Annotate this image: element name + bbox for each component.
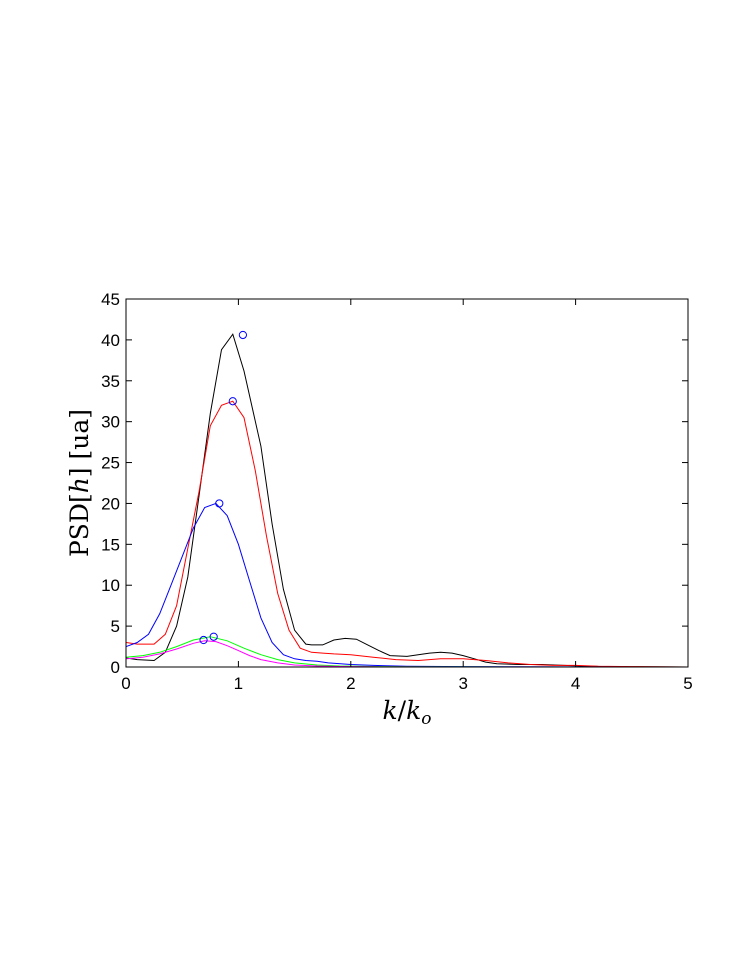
peak-marker-3 xyxy=(215,499,224,508)
series-line-3 xyxy=(125,502,689,668)
x-tick-label: 5 xyxy=(683,674,692,693)
x-axis-title: k/ko xyxy=(383,696,432,729)
y-tick-label: 0 xyxy=(111,658,120,677)
x-tick-label: 0 xyxy=(121,674,130,693)
plot-frame xyxy=(125,298,689,668)
y-tick-label: 20 xyxy=(101,494,120,513)
series-line-1 xyxy=(125,333,689,668)
series-line-2 xyxy=(125,400,689,668)
y-tick-label: 30 xyxy=(101,413,120,432)
y-tick-label: 15 xyxy=(101,535,120,554)
x-tick-label: 2 xyxy=(346,674,355,693)
y-tick-label: 35 xyxy=(101,372,120,391)
x-tick-label: 3 xyxy=(458,674,467,693)
peak-marker-1 xyxy=(238,330,247,340)
peak-marker-5 xyxy=(199,635,208,645)
y-tick-label: 25 xyxy=(101,454,120,473)
y-axis-title: PSD[h] [ua] xyxy=(65,409,94,557)
y-tick-label: 10 xyxy=(101,576,120,595)
peak-marker-2 xyxy=(228,397,237,406)
series-layer xyxy=(125,333,689,668)
peak-marker-layer xyxy=(199,330,247,645)
y-tick-label: 40 xyxy=(101,331,120,350)
x-tick-label: 1 xyxy=(234,674,243,693)
plot-area xyxy=(126,299,688,667)
x-tick-label: 4 xyxy=(571,674,580,693)
y-tick-label: 5 xyxy=(111,617,120,636)
peak-marker-4 xyxy=(209,632,218,641)
y-tick-label: 45 xyxy=(101,290,120,309)
